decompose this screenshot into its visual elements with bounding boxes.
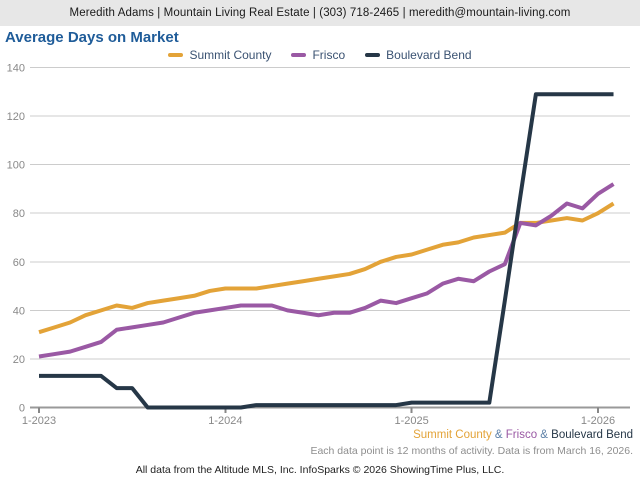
mls-disclaimer: All data from the Altitude MLS, Inc. Inf… bbox=[135, 464, 505, 476]
chart-legend: Summit County Frisco Boulevard Bend bbox=[0, 47, 640, 62]
x-axis-label: 1-2026 bbox=[581, 415, 615, 427]
y-axis-label: 100 bbox=[7, 160, 25, 172]
agent-contact-text: Meredith Adams | Mountain Living Real Es… bbox=[69, 7, 571, 19]
y-axis-label: 60 bbox=[13, 257, 25, 269]
x-axis-label: 1-2025 bbox=[395, 415, 429, 427]
attribution-separator: & bbox=[537, 429, 552, 441]
legend-swatch-icon bbox=[291, 52, 307, 57]
x-axis-label: 1-2024 bbox=[208, 415, 242, 427]
agent-contact-header: Meredith Adams | Mountain Living Real Es… bbox=[0, 0, 640, 26]
legend-label: Frisco bbox=[312, 47, 346, 62]
data-note: Each data point is 12 months of activity… bbox=[310, 445, 633, 457]
attribution-boulevard-bend: Boulevard Bend bbox=[551, 429, 633, 441]
attribution-separator: & bbox=[491, 429, 506, 441]
series-line-frisco bbox=[38, 182, 615, 359]
y-axis-label: 20 bbox=[13, 354, 25, 366]
attribution-summit-county: Summit County bbox=[413, 429, 492, 441]
series-attribution-line: Summit County & Frisco & Boulevard Bend bbox=[413, 429, 633, 441]
y-axis-label: 0 bbox=[19, 403, 25, 415]
legend-item-frisco[interactable]: Frisco bbox=[291, 48, 345, 62]
legend-swatch-icon bbox=[365, 52, 381, 57]
x-axis-label: 1-2023 bbox=[22, 415, 56, 427]
y-axis-label: 40 bbox=[13, 305, 25, 317]
legend-item-boulevard-bend[interactable]: Boulevard Bend bbox=[365, 47, 472, 62]
legend-swatch-icon bbox=[168, 52, 184, 57]
legend-item-summit-county[interactable]: Summit County bbox=[168, 48, 271, 62]
legend-label: Boulevard Bend bbox=[386, 47, 472, 62]
y-axis-label: 120 bbox=[7, 111, 25, 123]
series-line-boulevard-bend bbox=[39, 92, 614, 410]
page-title: Average Days on Market bbox=[5, 29, 179, 46]
legend-label: Summit County bbox=[189, 47, 272, 62]
y-axis-label: 140 bbox=[7, 63, 25, 75]
attribution-frisco: Frisco bbox=[505, 429, 538, 441]
y-axis-label: 80 bbox=[13, 208, 25, 220]
